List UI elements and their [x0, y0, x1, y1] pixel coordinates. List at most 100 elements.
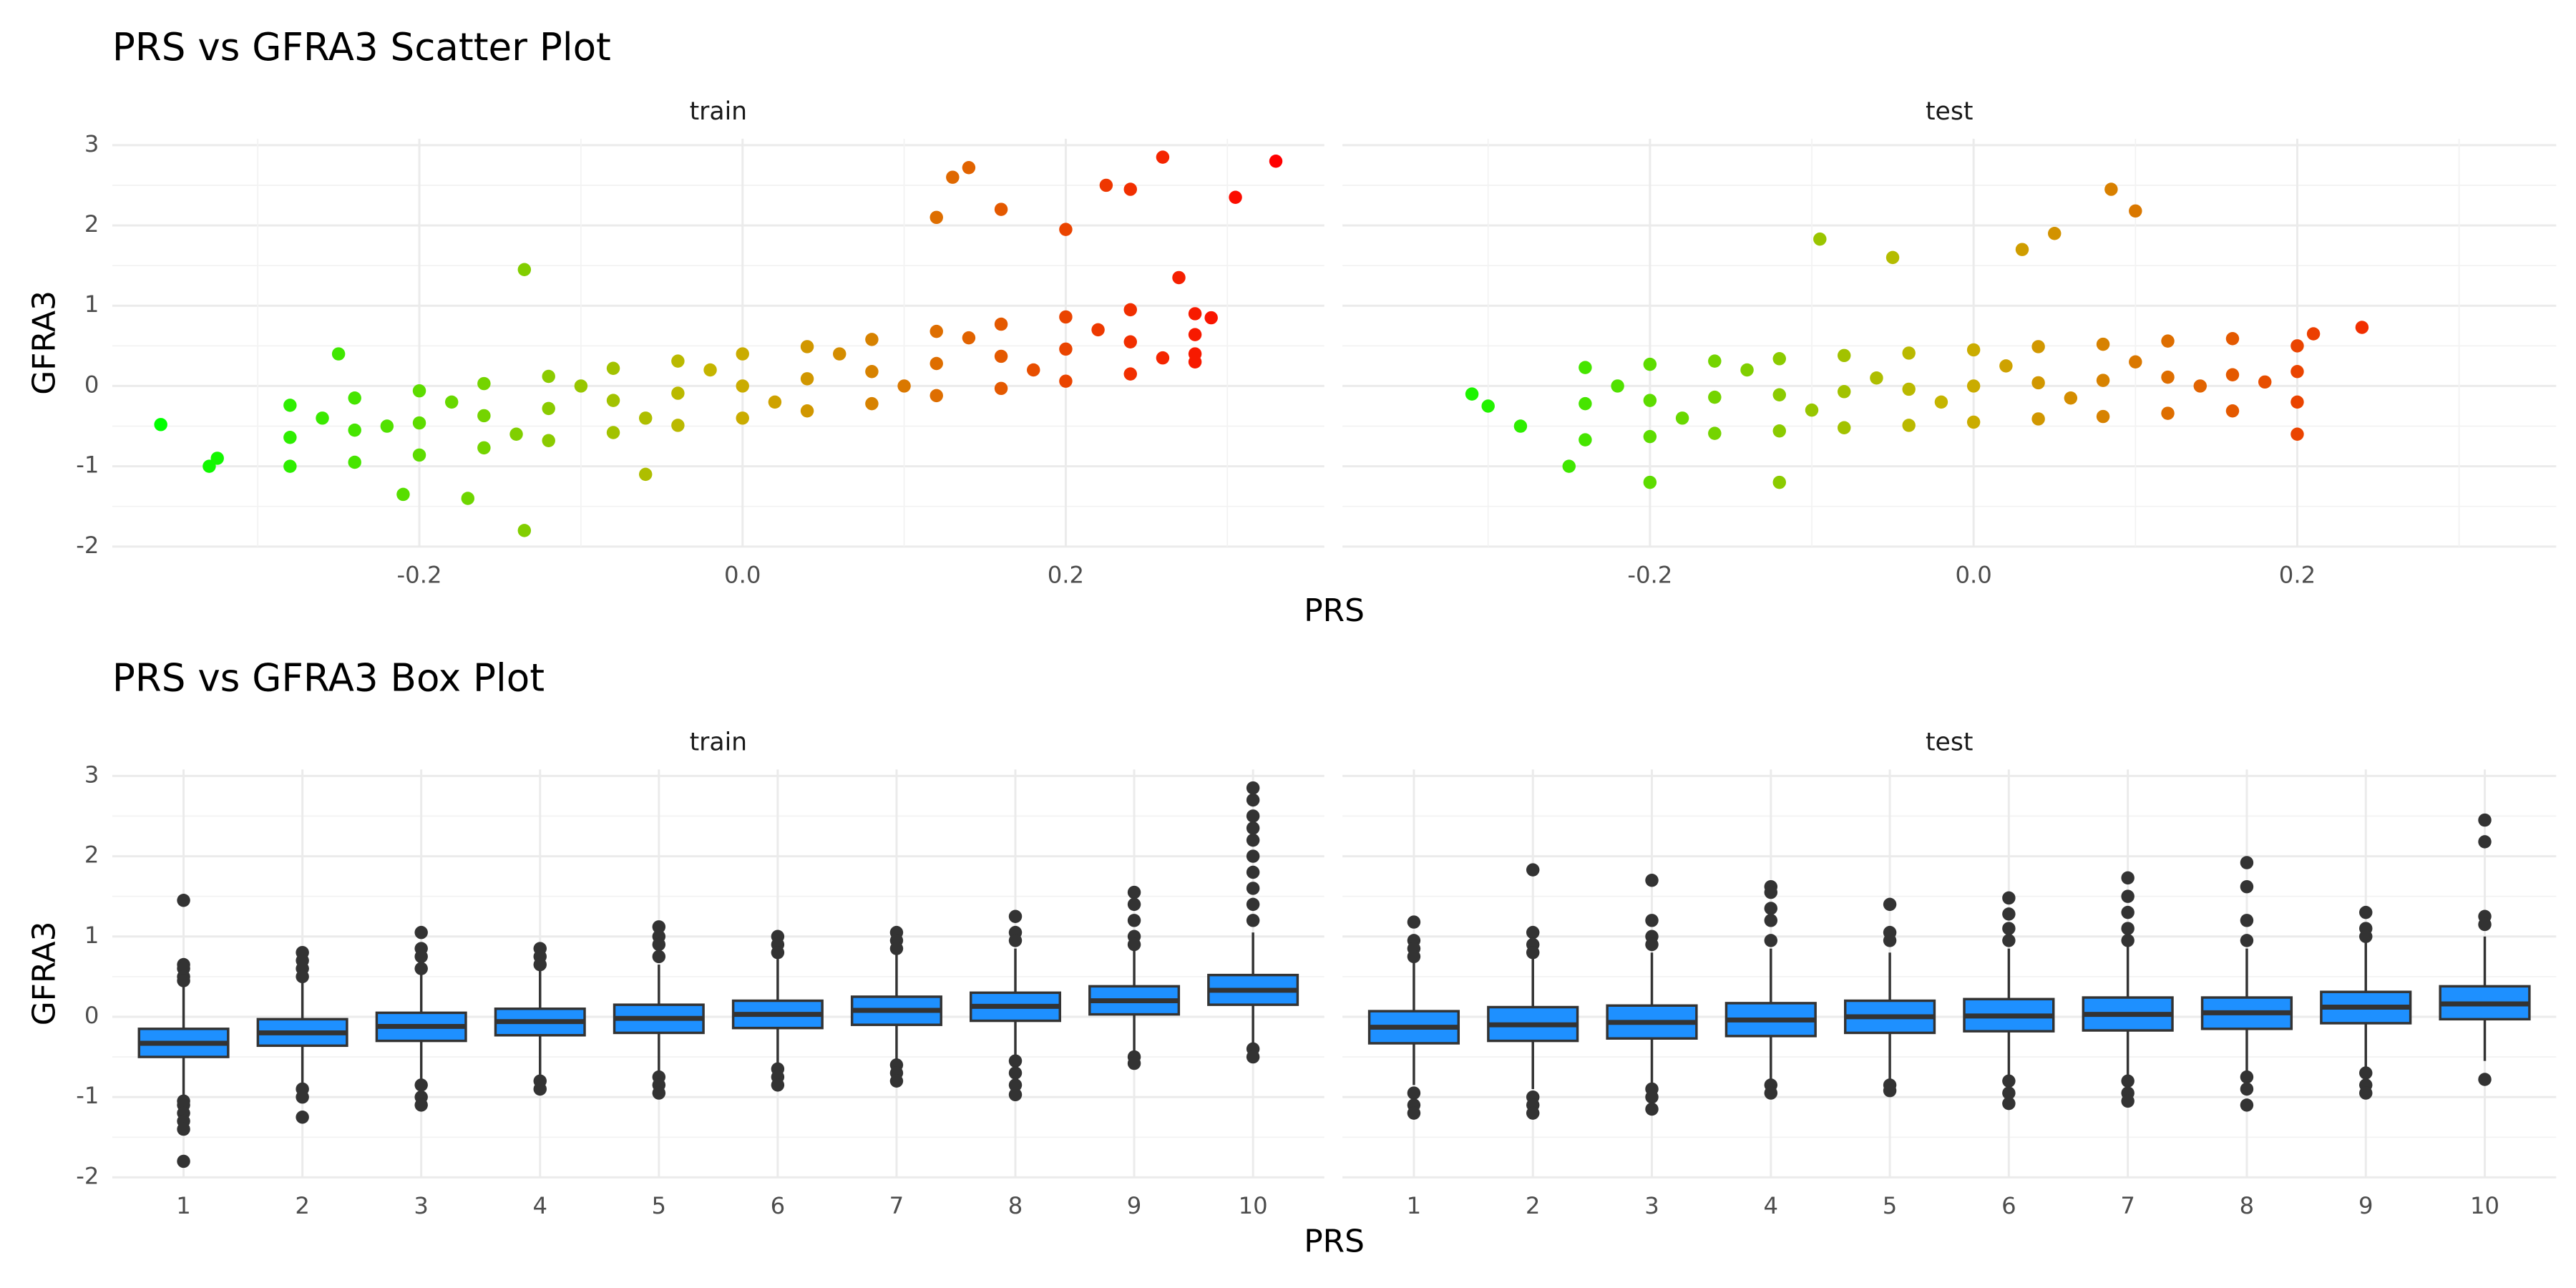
- outlier: [2359, 905, 2373, 919]
- outlier: [2240, 914, 2254, 927]
- point: [768, 395, 782, 409]
- facet-label: train: [690, 728, 748, 756]
- y-axis-title: GFRA3: [26, 922, 63, 1026]
- point: [2355, 321, 2369, 334]
- point: [283, 431, 297, 444]
- point: [1099, 178, 1113, 192]
- point: [348, 391, 361, 405]
- point: [2031, 376, 2045, 390]
- x-tick-label: 10: [2470, 1192, 2499, 1219]
- point: [2161, 334, 2175, 348]
- outlier: [1407, 1086, 1421, 1100]
- x-tick-label: 1: [176, 1192, 191, 1219]
- outlier: [414, 925, 428, 940]
- y-tick-label: -1: [76, 452, 99, 479]
- outlier: [1883, 897, 1897, 912]
- outlier: [1246, 793, 1260, 807]
- point: [1156, 351, 1170, 365]
- outlier: [2002, 1096, 2016, 1111]
- point: [800, 404, 814, 418]
- x-tick-label: 7: [889, 1192, 904, 1219]
- point: [1966, 343, 1981, 357]
- point: [606, 361, 620, 375]
- outlier: [1764, 934, 1778, 947]
- outlier: [2002, 934, 2016, 947]
- outlier: [2002, 1074, 2016, 1088]
- point: [517, 263, 532, 276]
- outlier: [177, 894, 190, 907]
- y-tick-label: 2: [84, 841, 99, 869]
- point: [2129, 204, 2142, 218]
- outlier: [177, 1154, 190, 1169]
- y-tick-label: 1: [84, 922, 99, 949]
- point: [396, 487, 410, 502]
- outlier: [1127, 885, 1141, 899]
- outlier: [1407, 950, 1421, 964]
- x-tick-label: 5: [652, 1192, 667, 1219]
- point: [1481, 399, 1495, 413]
- outlier: [2121, 934, 2135, 947]
- outlier: [2240, 1070, 2254, 1084]
- x-tick-label: 9: [1127, 1192, 1142, 1219]
- point: [865, 396, 879, 411]
- point: [930, 389, 943, 403]
- x-tick-label: -0.2: [397, 561, 442, 588]
- point: [1966, 415, 1981, 429]
- point: [574, 379, 588, 393]
- x-tick-label: 9: [2358, 1192, 2373, 1219]
- point: [638, 411, 653, 425]
- point: [2290, 339, 2304, 353]
- y-tick-label: 3: [84, 130, 99, 157]
- chart-title: PRS vs GFRA3 Scatter Plot: [112, 25, 611, 69]
- x-tick-label: 8: [2240, 1192, 2255, 1219]
- point: [606, 394, 620, 407]
- outlier: [2240, 934, 2254, 947]
- y-tick-label: 0: [84, 1002, 99, 1029]
- x-tick-label: 0.2: [2279, 561, 2316, 588]
- point: [1059, 310, 1073, 324]
- x-tick-label: 8: [1008, 1192, 1023, 1219]
- point: [1675, 411, 1689, 425]
- outlier: [1246, 897, 1260, 912]
- outlier: [2002, 907, 2016, 921]
- point: [1708, 354, 1722, 368]
- y-tick-label: -1: [76, 1082, 99, 1109]
- point: [477, 441, 491, 455]
- point: [2031, 412, 2045, 426]
- point: [2225, 368, 2240, 381]
- x-tick-label: -0.2: [1627, 561, 1672, 588]
- point: [1059, 223, 1073, 236]
- outlier: [2121, 1094, 2135, 1108]
- outlier: [1246, 809, 1260, 823]
- y-tick-label: -2: [76, 532, 99, 559]
- outlier: [1246, 1050, 1260, 1064]
- x-tick-label: 6: [2001, 1192, 2016, 1219]
- point: [1643, 357, 1657, 371]
- outlier: [2121, 889, 2135, 903]
- outlier: [296, 970, 309, 984]
- outlier: [1127, 937, 1141, 952]
- point: [946, 170, 960, 184]
- x-tick-label: 2: [1526, 1192, 1541, 1219]
- outlier: [652, 920, 666, 934]
- point: [412, 416, 426, 430]
- point: [477, 409, 491, 423]
- point: [412, 448, 426, 462]
- point: [800, 340, 814, 353]
- outlier: [2359, 1086, 2373, 1100]
- x-tick-label: 0.0: [1955, 561, 1991, 588]
- y-tick-label: -2: [76, 1162, 99, 1189]
- point: [897, 379, 911, 393]
- x-tick-label: 1: [1407, 1192, 1422, 1219]
- point: [1579, 396, 1592, 411]
- outlier: [177, 974, 190, 987]
- point: [1123, 182, 1137, 196]
- outlier: [652, 950, 666, 964]
- outlier: [1246, 849, 1260, 863]
- point: [1091, 323, 1105, 337]
- outlier: [2121, 905, 2135, 919]
- point: [930, 356, 943, 371]
- outlier: [1246, 821, 1260, 835]
- point: [1838, 348, 1851, 363]
